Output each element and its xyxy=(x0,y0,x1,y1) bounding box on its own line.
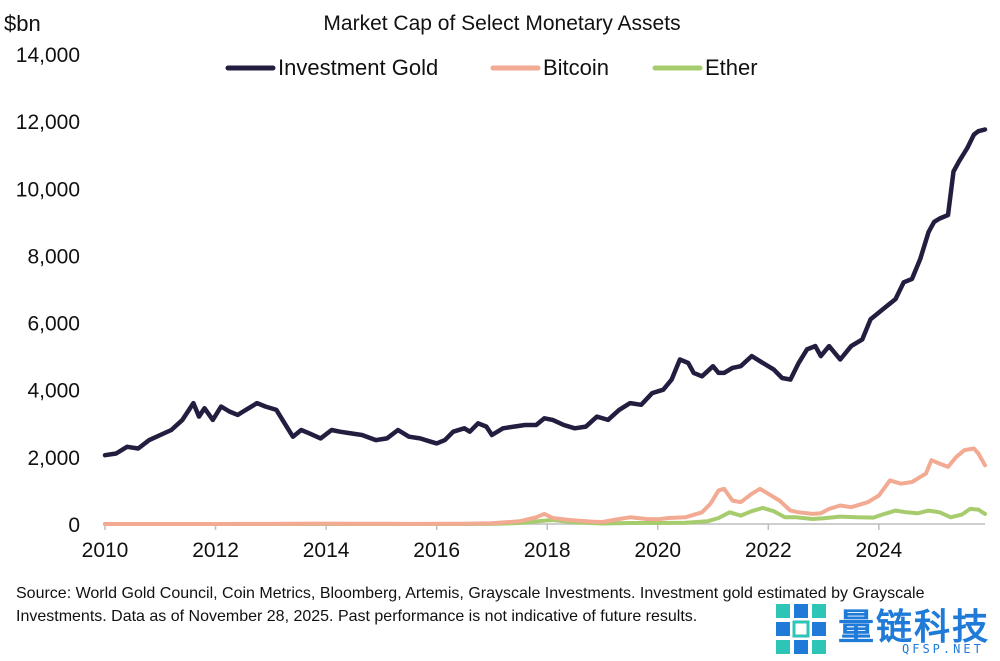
watermark-name: 量链科技 xyxy=(838,607,991,648)
series-group xyxy=(102,127,988,526)
y-tick-label: 4,000 xyxy=(27,380,80,403)
legend-label: Investment Gold xyxy=(278,55,438,80)
x-tick-label: 2020 xyxy=(634,539,681,562)
x-tick-label: 2022 xyxy=(745,539,792,562)
watermark-icon xyxy=(776,604,826,654)
y-tick-label: 14,000 xyxy=(16,44,80,67)
watermark-sub: QFSP.NET xyxy=(902,642,984,656)
x-tick-label: 2014 xyxy=(303,539,350,562)
source-note: Source: World Gold Council, Coin Metrics… xyxy=(16,585,925,625)
y-axis-unit: $bn xyxy=(4,11,41,36)
series-line-investment-gold xyxy=(102,127,988,458)
y-tick-label: 8,000 xyxy=(27,245,80,268)
y-tick-label: 10,000 xyxy=(16,178,80,201)
chart-title: Market Cap of Select Monetary Assets xyxy=(323,12,680,35)
x-tick-label: 2012 xyxy=(192,539,239,562)
x-tick-label: 2016 xyxy=(413,539,460,562)
x-axis: 2010 2012 2014 2016 2018 2020 2022 2024 xyxy=(82,523,985,562)
legend: Investment Gold Bitcoin Ether xyxy=(225,55,758,80)
y-tick-label: 0 xyxy=(68,514,80,537)
watermark-logo: 量链科技 QFSP.NET xyxy=(772,598,997,658)
x-tick-label: 2024 xyxy=(856,539,903,562)
y-tick-label: 2,000 xyxy=(27,447,80,470)
x-tick-label: 2018 xyxy=(524,539,571,562)
y-axis: 0 2,000 4,000 6,000 8,000 10,000 12,000 14,000 xyxy=(16,44,80,537)
legend-label: Bitcoin xyxy=(543,55,609,80)
x-tick-label: 2010 xyxy=(82,539,129,562)
series-line-bitcoin xyxy=(103,446,987,526)
legend-label: Ether xyxy=(705,55,758,80)
y-tick-label: 6,000 xyxy=(27,313,80,336)
y-tick-label: 12,000 xyxy=(16,111,80,134)
